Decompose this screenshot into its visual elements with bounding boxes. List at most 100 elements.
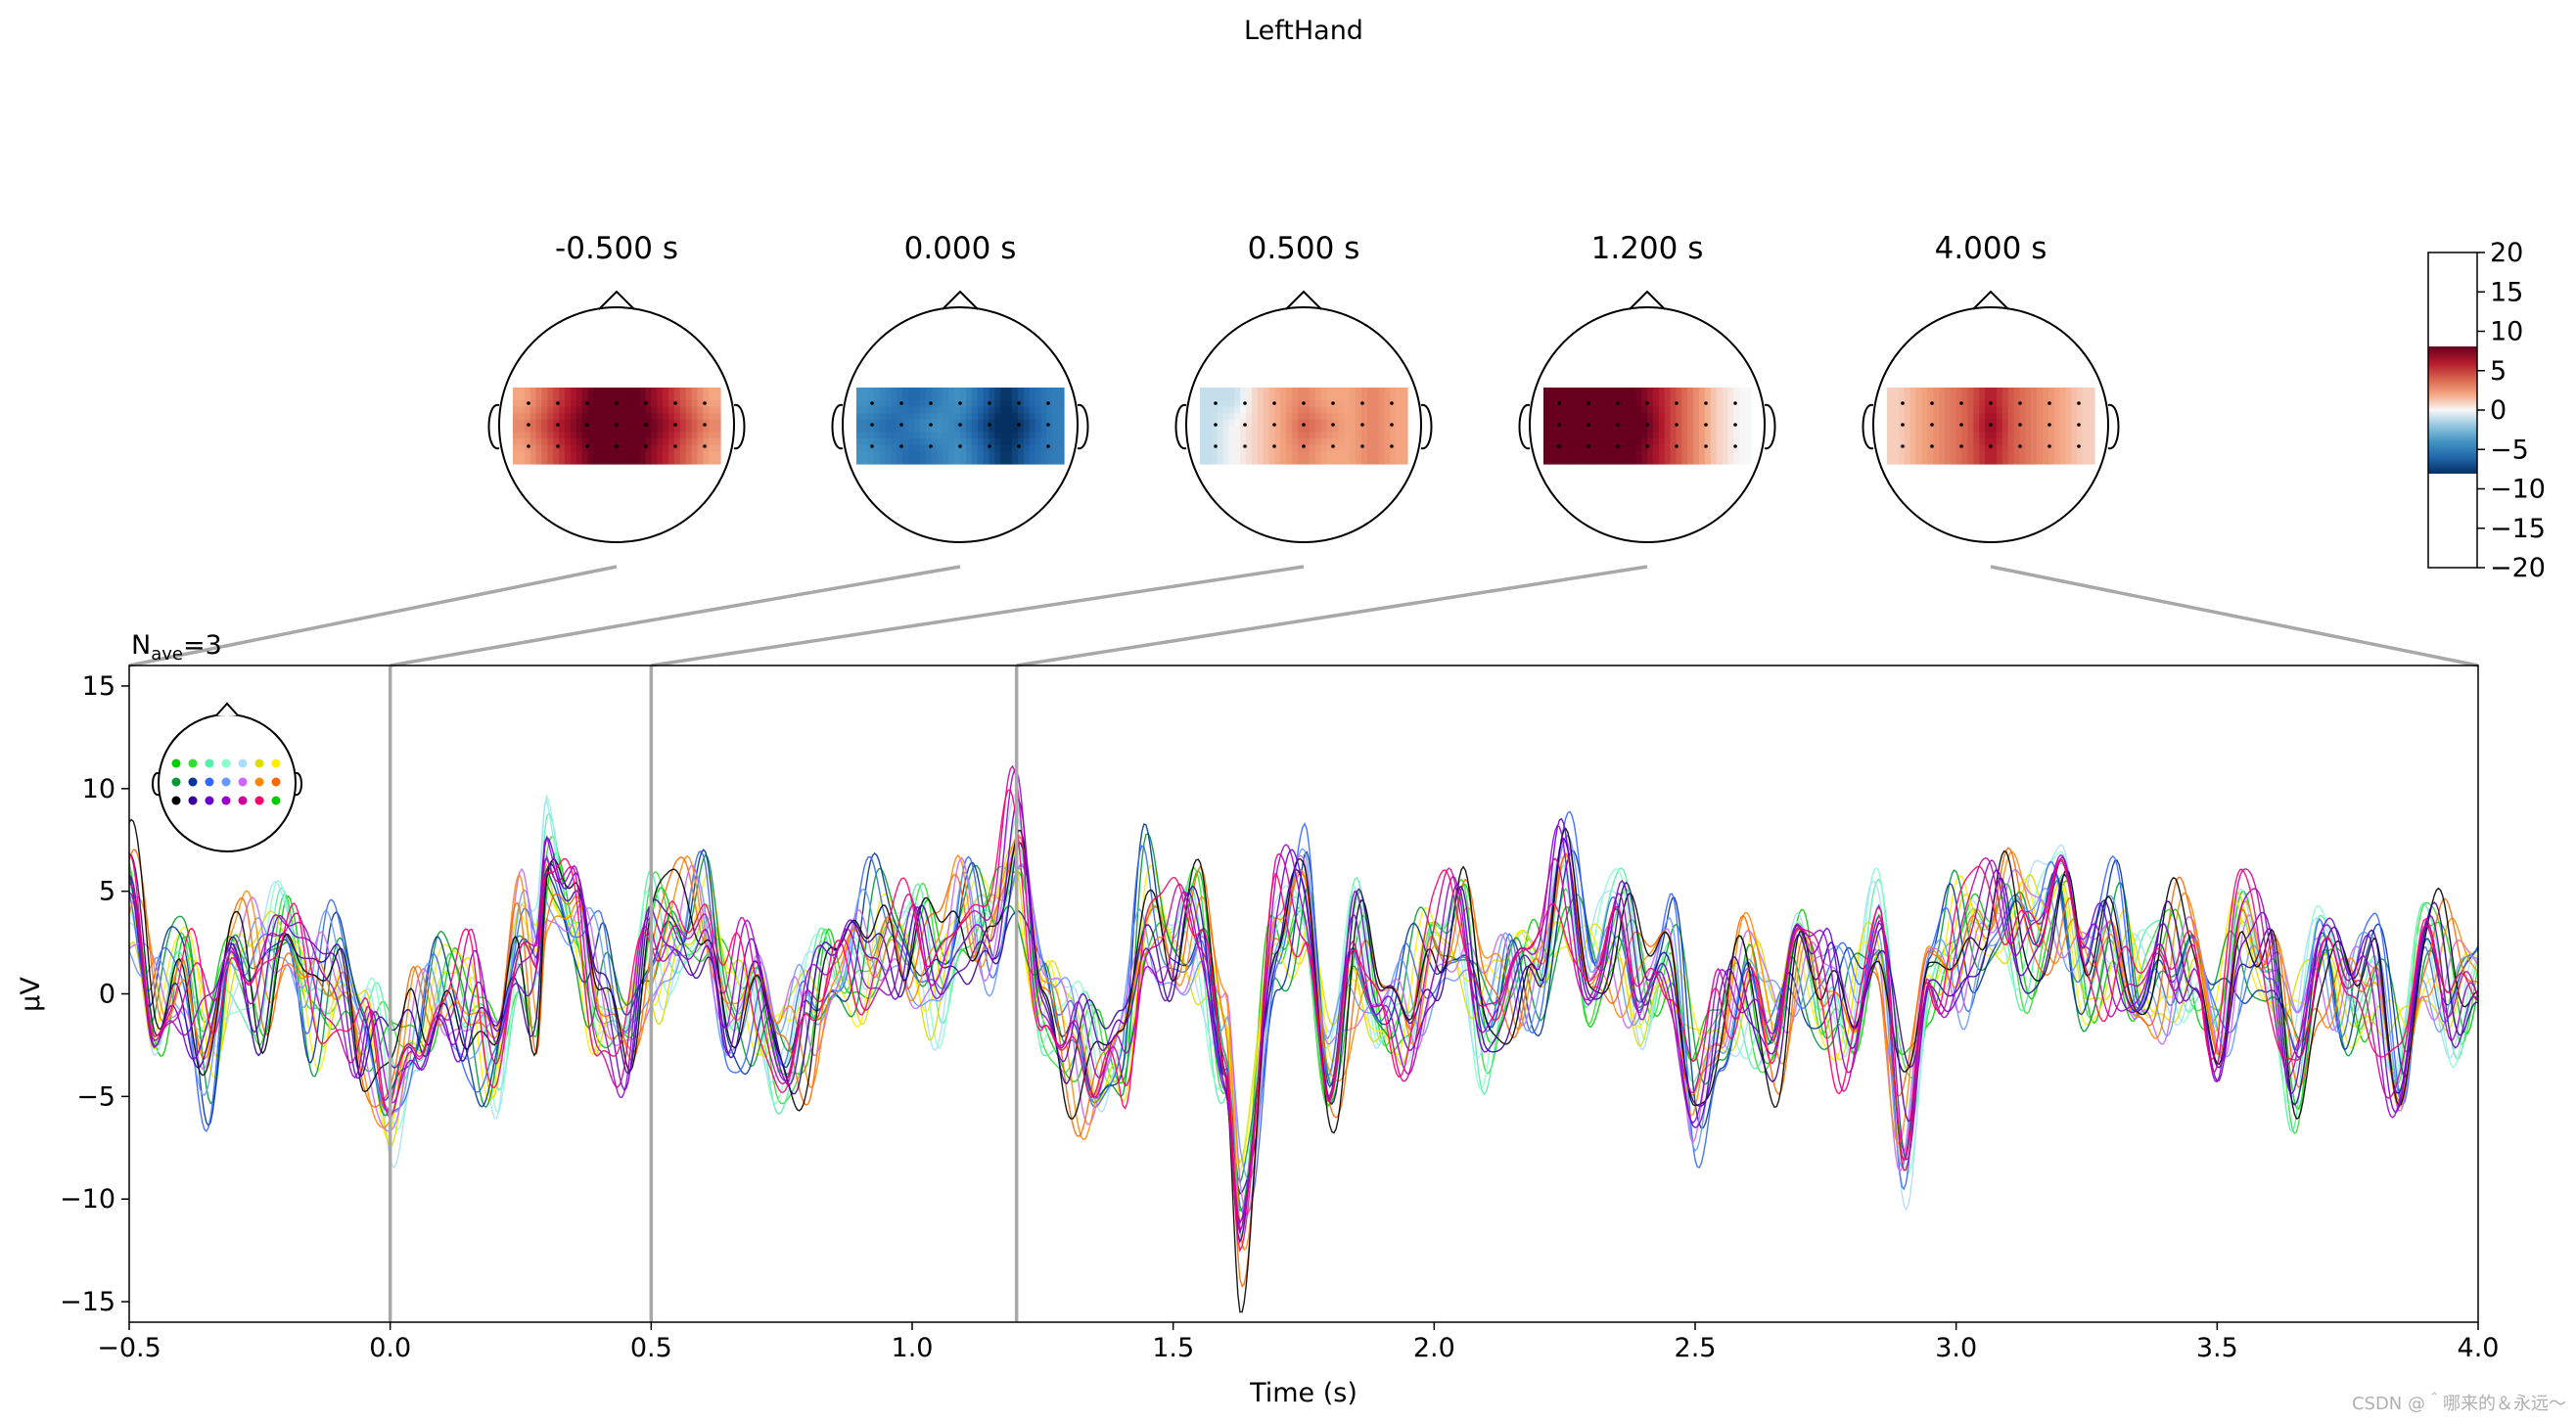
topomap-cell [1606,432,1614,439]
topomap-cell [1000,388,1007,395]
topomap-cell [599,451,606,459]
topomap-cell [714,406,721,414]
topomap-cell [1887,432,1894,439]
topomap-cell [593,457,600,465]
sensor-dot [1587,401,1590,405]
topomap-cell [873,451,881,459]
inset-left-ear [152,772,160,796]
topomap-cell [977,426,985,434]
topomap-cell [2037,388,2044,395]
topomap-cell [673,400,681,408]
topomap-cell [937,432,943,439]
topomap-cell [977,438,985,446]
topomap-cell [2065,457,2073,465]
topomap-cell [1944,419,1952,427]
topomap-cell [1641,438,1648,446]
topomap-cell [1892,451,1900,459]
topomap-cell [1887,393,1894,401]
topomap-cell [1909,388,1917,395]
topomap-cell [541,451,548,459]
topomap-cell [685,444,693,452]
topomap-cell [1915,400,1922,408]
topomap-cell [1222,393,1230,401]
topomap-cell [2043,426,2049,434]
topomap-cell [1584,457,1590,465]
topomap-cell [1572,426,1579,434]
x-tick-label: 2.5 [1675,1333,1717,1363]
inset-sensor-dot [238,796,248,805]
topomap-cell [709,400,715,408]
topomap-cell [1309,388,1316,395]
topomap-cell [1887,388,1894,395]
topomap-cell [1268,406,1276,414]
topomap-cell [1915,444,1922,452]
colorbar-tick-label: −10 [2490,475,2546,505]
sensor-dot [1017,423,1021,427]
topomap-cell [513,457,520,465]
topomap-cell [879,451,887,459]
topomap-cell [1035,419,1042,427]
sensor-dot [556,423,560,427]
topomap-cell [2031,451,2038,459]
topomap-cell [697,406,704,414]
topomap-cell [913,393,921,401]
topomap-cell [1566,406,1574,414]
topomap-cell [1973,388,1980,395]
topomap-cell [1332,457,1339,465]
topomap-cell [691,388,699,395]
topomap-cell [1246,444,1253,452]
topomap-cell [1372,444,1380,452]
topomap-cell [965,444,973,452]
topomap-cell [1017,426,1025,434]
topomap-cell [524,406,531,414]
topomap-cell [1991,451,1998,459]
sensor-dot [703,401,707,405]
topomap-cell [1950,426,1957,434]
topomap-cell [1566,444,1574,452]
topomap-cell [1681,438,1688,446]
topomap-cell [559,426,566,434]
topomap-cell [943,457,949,465]
topomap-cell [1727,457,1734,465]
topomap-cell [1955,457,1963,465]
topomap-cell [575,388,583,395]
topomap-cell [1955,451,1963,459]
x-tick-label: 3.0 [1935,1333,1977,1363]
topomap-cell [1000,400,1007,408]
topomap-cell [513,406,520,414]
topomap-cell [1955,444,1963,452]
topomap-cell [1658,438,1666,446]
topomap-cell [1000,413,1007,421]
topomap-cell [1040,451,1047,459]
topomap-cell [1716,457,1724,465]
topomap-cell [2019,457,2026,465]
sensor-dot [644,423,648,427]
topomap-cell [1257,432,1265,439]
topomap-cell [994,444,1001,452]
topomap-cell [633,457,641,465]
topomap-cell [587,413,595,421]
topomap-cell [673,393,681,401]
topomap-cell [529,413,537,421]
topomap-cell [1676,406,1682,414]
topomap-cell [1739,426,1746,434]
topomap-cell [1996,393,2003,401]
topomap-cell [2001,406,2009,414]
topomap-cell [1670,413,1678,421]
watermark: CSDN @＾哪来的＆永远～ [2351,1394,2566,1414]
topomap-cell [1658,413,1666,421]
topomap-cell [1670,426,1678,434]
topomap-cell [1704,393,1712,401]
topomap-cell [1921,388,1928,395]
topomap-cell [1658,432,1666,439]
topomap-cell [943,393,949,401]
topomap-cell [948,413,955,421]
topomap-cell [617,419,623,427]
topomap-cell [587,432,595,439]
topomap-cell [1927,388,1934,395]
topomap-cell [1205,393,1213,401]
topomap-cell [879,406,887,414]
topomap-cell [2077,426,2084,434]
topomap-cell [1676,400,1682,408]
topomap-cell [1927,444,1934,452]
